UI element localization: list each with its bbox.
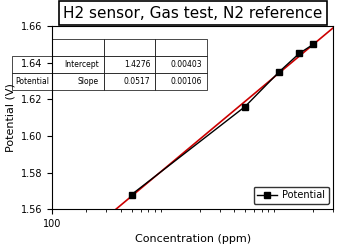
Potential bbox=[312, 43, 316, 46]
Potential bbox=[129, 193, 134, 196]
X-axis label: Concentration (ppm): Concentration (ppm) bbox=[135, 234, 251, 244]
Potential bbox=[243, 105, 247, 108]
Title: H2 sensor, Gas test, N2 reference: H2 sensor, Gas test, N2 reference bbox=[63, 6, 323, 20]
Line: Potential: Potential bbox=[129, 42, 316, 197]
Potential bbox=[297, 52, 301, 55]
Legend: Potential: Potential bbox=[254, 186, 328, 204]
Potential bbox=[277, 70, 281, 73]
Y-axis label: Potential (V): Potential (V) bbox=[5, 83, 16, 152]
